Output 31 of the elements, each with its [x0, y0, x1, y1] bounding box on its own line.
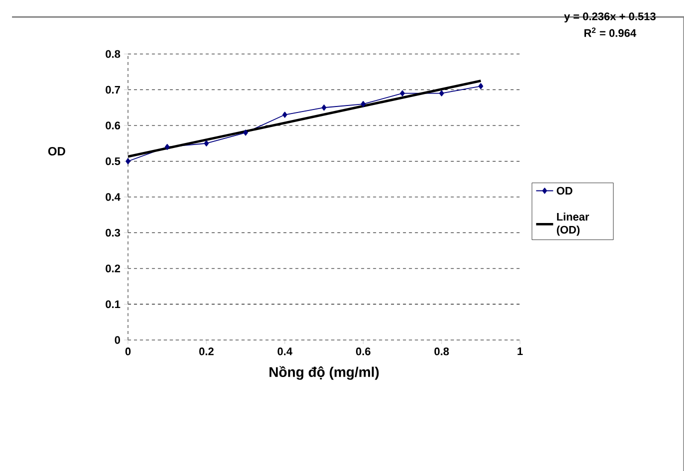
y-tick-label: 0.2 [106, 264, 120, 272]
y-tick-label: 0.3 [106, 228, 120, 237]
point [164, 144, 170, 150]
point [400, 90, 405, 96]
y-tick-label: 0.1 [106, 300, 120, 308]
y-tick-label: 0 [114, 336, 120, 344]
point [243, 130, 248, 136]
x-tick-label: 0.2 [199, 348, 214, 356]
y-tick-label: 0.5 [106, 157, 120, 166]
x-tick-label: 0.6 [356, 348, 370, 356]
point [204, 140, 209, 146]
text: y = 0.236x + 0.513 [564, 12, 656, 22]
legend-label: OD [556, 186, 572, 195]
legend-label: Linear (OD) [556, 212, 590, 236]
y-axis-title: OD [48, 147, 66, 156]
x-tick-label: 1 [518, 348, 523, 356]
y-tick-label: 0.6 [106, 122, 120, 130]
text: R$^{2}$ = 0.964 [584, 28, 636, 37]
point [360, 101, 366, 108]
point [126, 158, 130, 164]
point [282, 112, 288, 118]
y-tick-label: 0.8 [106, 50, 120, 58]
x-tick-label: 0 [125, 348, 131, 356]
y-tick-label: 0.7 [106, 86, 120, 94]
point [439, 90, 444, 96]
x-axis-title: Nồng độ (mg/ml) [270, 366, 379, 380]
point [478, 83, 484, 90]
y-tick-label: 0.4 [106, 193, 120, 201]
x-tick-label: 0.8 [434, 348, 449, 356]
point [322, 104, 326, 111]
x-tick-label: 0.4 [278, 348, 292, 356]
